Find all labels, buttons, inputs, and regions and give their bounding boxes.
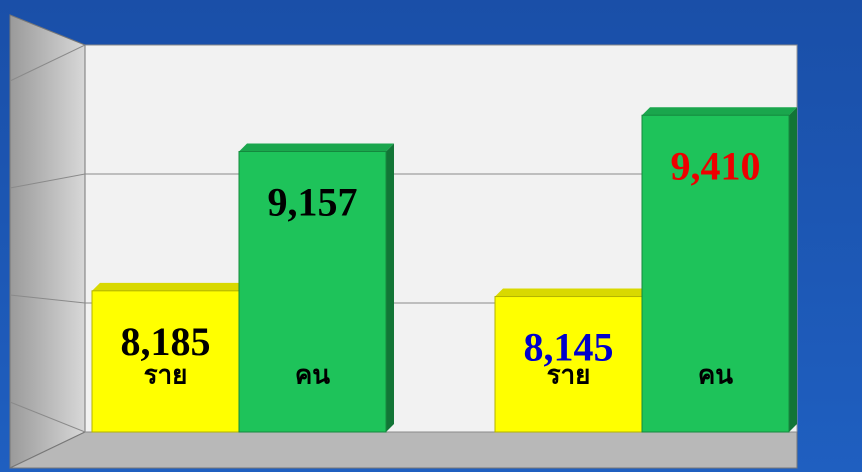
value-label: 8,185 [121, 319, 211, 364]
value-label: 9,410 [671, 143, 761, 188]
bar-side [386, 143, 394, 432]
bar-top [92, 282, 247, 291]
bar-front [494, 296, 643, 433]
grid-line [9, 173, 797, 189]
bar-top [239, 143, 394, 152]
series-label: ราย [144, 361, 188, 391]
bar-side [789, 107, 797, 432]
floor [9, 431, 798, 469]
series-label: คน [295, 361, 330, 391]
series-label: ราย [547, 361, 591, 391]
series-label: คน [698, 361, 733, 391]
bar-top [642, 107, 797, 116]
bar [641, 107, 797, 433]
value-label: 9,157 [268, 180, 358, 225]
value-label: 8,145 [524, 325, 614, 370]
bar-front [91, 290, 240, 433]
bar [238, 143, 394, 433]
bar-front [641, 114, 790, 433]
bar-front [238, 150, 387, 433]
side-wall [9, 14, 86, 469]
bar-top [495, 288, 650, 297]
grid-line [9, 44, 797, 82]
